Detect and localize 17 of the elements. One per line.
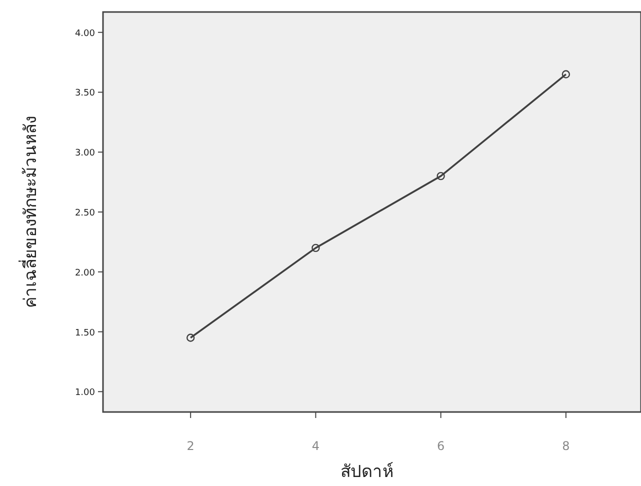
- y-axis-title: ค่าเฉลี่ยของทักษะม้วนหลัง: [18, 116, 41, 308]
- y-tick-label: 3.50: [74, 88, 96, 99]
- y-tick-label: 3.00: [74, 148, 96, 159]
- y-tick-label: 4.00: [74, 28, 96, 39]
- y-tick-label: 1.00: [74, 388, 96, 398]
- y-tick-label: 2.50: [74, 208, 96, 218]
- x-tick-label: 2: [186, 439, 194, 453]
- point: [312, 244, 320, 252]
- x-tick-label: 6: [436, 439, 445, 453]
- y-tick-label: 1.50: [74, 328, 96, 338]
- x-axis-title: สัปดาห์: [340, 462, 394, 482]
- point: [186, 334, 195, 342]
- point: [436, 172, 445, 180]
- y-tick-label: 2.00: [74, 268, 96, 278]
- x-tick-label: 4: [312, 439, 320, 453]
- point: [562, 70, 570, 78]
- x-tick-label: 8: [562, 439, 570, 453]
